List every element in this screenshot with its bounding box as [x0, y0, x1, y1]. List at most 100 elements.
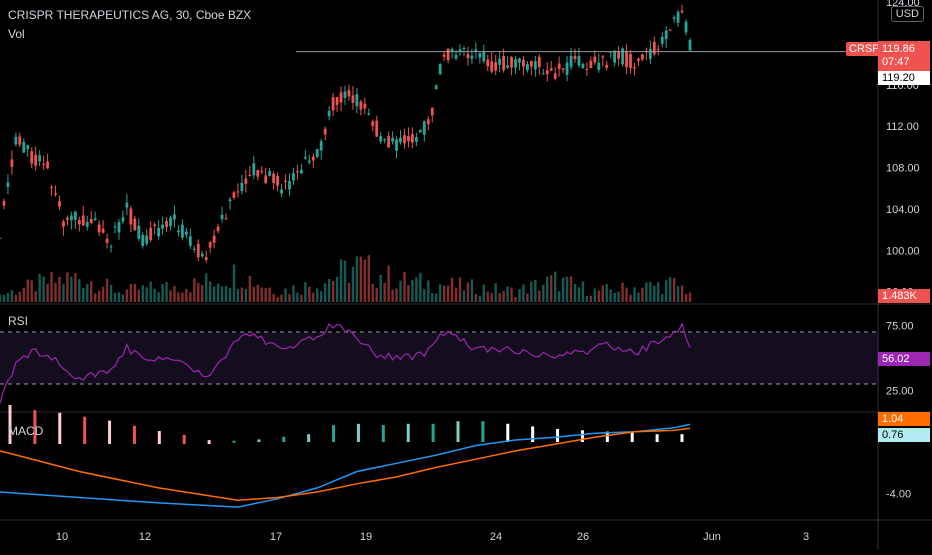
volume-bar: [668, 277, 672, 302]
candle-body: [141, 234, 145, 246]
candle-body: [672, 17, 676, 19]
macd-histogram-bar: [157, 431, 161, 444]
volume-bar: [189, 292, 192, 302]
candle-body: [375, 120, 379, 137]
macd-histogram-bar: [282, 436, 286, 442]
volume-bar: [129, 283, 133, 302]
time-tick-label: 10: [56, 531, 68, 543]
volume-bar: [316, 288, 319, 302]
volume-bar: [490, 293, 493, 302]
candle-body: [307, 160, 311, 163]
candle-body: [81, 215, 85, 226]
candle-body: [343, 91, 347, 98]
candle-body: [458, 49, 462, 53]
volume-bar: [244, 288, 248, 302]
macd-histogram-bar: [406, 423, 410, 442]
candle-body: [553, 73, 557, 79]
volume-bar: [399, 280, 402, 302]
volume-bar: [427, 280, 430, 302]
volume-bar: [347, 282, 351, 302]
candle-body: [129, 208, 133, 225]
volume-bar: [343, 260, 347, 302]
volume-bar: [145, 287, 148, 302]
volume-bar: [355, 256, 359, 302]
rsi-tick-label: 75.00: [886, 321, 914, 333]
volume-bar: [514, 297, 517, 302]
volume-bar: [597, 290, 600, 302]
candle-body: [549, 68, 553, 71]
currency-button[interactable]: USD: [890, 6, 924, 22]
volume-bar: [193, 278, 196, 302]
candle-body: [617, 51, 621, 59]
volume-badge: 1.483K: [878, 289, 930, 303]
volume-bar: [629, 294, 632, 302]
price-tick-label: 100.00: [886, 245, 920, 257]
volume-bar: [248, 276, 252, 302]
candle-body: [276, 175, 279, 186]
volume-bar: [684, 293, 688, 302]
volume-bar: [617, 291, 620, 302]
candle-body: [89, 219, 93, 224]
volume-bar: [482, 284, 485, 302]
time-tick-label: 26: [577, 531, 589, 543]
volume-bar: [300, 294, 303, 302]
candle-body: [244, 178, 248, 184]
candle-body: [173, 214, 176, 220]
volume-bar: [676, 285, 680, 302]
volume-bar: [458, 277, 462, 302]
bar-countdown: 07:47: [882, 56, 910, 68]
candle-body: [541, 73, 545, 75]
candle-body: [339, 92, 343, 103]
candle-body: [656, 49, 660, 51]
candle-body: [46, 161, 49, 169]
candle-body: [641, 54, 644, 60]
volume-bar: [462, 290, 466, 302]
volume-bar: [14, 294, 18, 302]
macd-histogram-bar: [630, 431, 634, 442]
volume-bar: [335, 276, 339, 302]
volume-bar: [26, 279, 29, 302]
volume-bar: [304, 281, 307, 302]
volume-bar: [641, 287, 644, 302]
chart-title: CRISPR THERAPEUTICS AG, 30, Cboe BZX: [8, 8, 252, 22]
candle-body: [434, 85, 438, 89]
candle-body: [153, 224, 157, 226]
volume-bar: [236, 288, 240, 302]
volume-bar: [649, 281, 652, 302]
candle-body: [680, 10, 684, 13]
volume-bar: [323, 283, 327, 302]
volume-bar: [256, 284, 259, 302]
volume-bar: [312, 292, 315, 302]
candle-body: [577, 56, 581, 66]
candle-body: [264, 175, 268, 184]
volume-bar: [538, 290, 541, 302]
volume-bar: [438, 284, 442, 302]
candle-body: [101, 228, 105, 233]
volume-bar: [431, 292, 434, 302]
candle-body: [14, 136, 18, 145]
volume-bar: [66, 272, 69, 302]
candle-body: [411, 134, 414, 143]
candle-body: [69, 215, 73, 221]
candle-body: [498, 58, 502, 65]
candle-body: [58, 201, 61, 207]
volume-bar: [375, 287, 378, 302]
candle-body: [629, 53, 632, 69]
volume-bar: [101, 286, 105, 302]
volume-bar: [105, 278, 109, 302]
volume-bar: [498, 292, 501, 302]
candle-body: [637, 58, 640, 61]
volume-bar: [601, 285, 604, 302]
volume-bar: [58, 276, 61, 302]
candle-body: [490, 61, 494, 72]
volume-bar: [149, 281, 152, 302]
volume-bar: [474, 293, 478, 302]
candle-body: [93, 218, 97, 220]
volume-bar: [10, 290, 14, 302]
macd-histogram-bar: [33, 410, 37, 444]
volume-bar: [688, 292, 692, 302]
volume-bar: [557, 291, 561, 302]
candle-body: [315, 149, 319, 158]
candle-body: [268, 171, 272, 177]
